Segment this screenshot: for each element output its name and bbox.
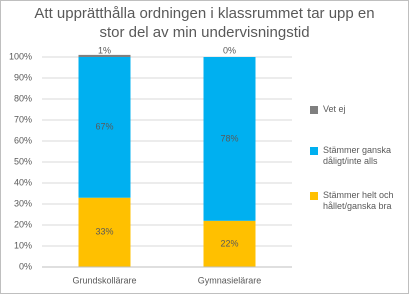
data-label: 67% xyxy=(95,122,113,132)
y-tick-label: 60% xyxy=(14,135,32,145)
chart-title: Att upprätthålla ordningen i klassrummet… xyxy=(34,5,375,41)
data-label: 0% xyxy=(223,45,236,55)
y-tick-label: 10% xyxy=(14,240,32,250)
bar-segment xyxy=(203,57,256,221)
bar-segment xyxy=(203,220,256,267)
legend-swatch xyxy=(310,192,318,200)
x-tick-label: Grundskollärare xyxy=(72,275,136,285)
legend-label: Stämmer ganska dåligt/inte alls xyxy=(323,145,392,166)
y-tick-label: 40% xyxy=(14,177,32,187)
y-tick-label: 20% xyxy=(14,219,32,229)
x-tick-label: Gymnasielärare xyxy=(198,275,262,285)
bar-segment xyxy=(78,54,131,57)
data-label: 78% xyxy=(220,133,238,143)
legend-label: Stämmer helt och hållet/ganska bra xyxy=(323,190,394,211)
y-tick-label: 100% xyxy=(9,51,32,61)
data-label: 33% xyxy=(95,227,113,237)
legend-swatch xyxy=(310,147,318,155)
y-tick-label: 70% xyxy=(14,114,32,124)
data-label: 1% xyxy=(98,45,111,55)
y-tick-label: 0% xyxy=(19,261,32,271)
legend-swatch xyxy=(310,106,318,114)
y-tick-label: 90% xyxy=(14,72,32,82)
bar-segment xyxy=(78,197,131,267)
data-label: 22% xyxy=(220,238,238,248)
y-tick-label: 50% xyxy=(14,156,32,166)
bar-segment xyxy=(78,57,131,198)
y-tick-label: 30% xyxy=(14,198,32,208)
legend-label: Vet ej xyxy=(323,104,346,114)
y-tick-label: 80% xyxy=(14,93,32,103)
